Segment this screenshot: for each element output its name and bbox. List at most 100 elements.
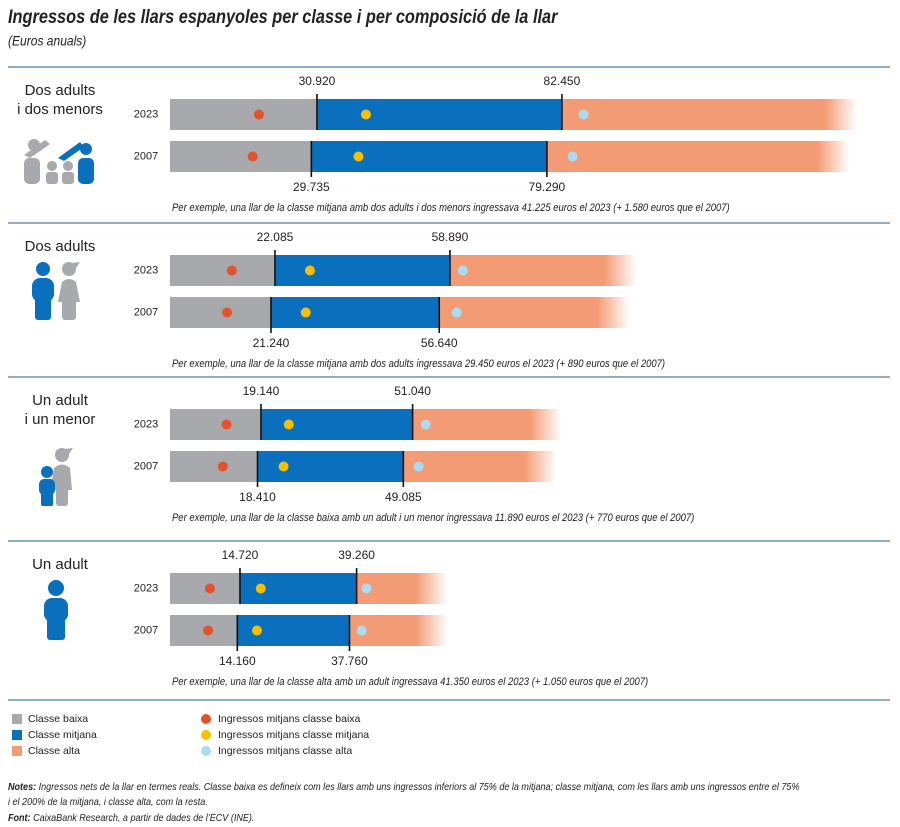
separators (8, 66, 890, 701)
bar-segment (274, 255, 450, 286)
mean-dot (353, 151, 364, 162)
mean-dot (420, 419, 431, 430)
bar-segment (546, 141, 850, 172)
threshold-label: 19.140 (243, 384, 280, 398)
source: Font: CaixaBank Research, a partir de da… (8, 812, 254, 824)
legend-swatch (12, 714, 22, 724)
threshold-label: 56.640 (421, 336, 458, 350)
notes-text: i el 200% de la mitjana, i classe alta, … (8, 796, 208, 808)
mean-dot (283, 419, 294, 430)
bar-segment (316, 99, 562, 130)
mean-dot (255, 583, 266, 594)
legend-label: Classe mitjana (28, 729, 97, 741)
mean-dot (278, 461, 289, 472)
year-label: 2007 (134, 306, 158, 318)
bar-segment (311, 141, 547, 172)
mean-dot (203, 625, 214, 636)
year-label: 2007 (134, 150, 158, 162)
mean-dot (226, 265, 237, 276)
mean-dot (217, 461, 228, 472)
legend-dot (201, 746, 211, 756)
threshold-label: 30.920 (299, 74, 336, 88)
mean-dot (300, 307, 311, 318)
threshold-label: 14.720 (222, 548, 259, 562)
threshold-label: 22.085 (257, 230, 294, 244)
mean-dot (578, 109, 589, 120)
mean-dot (304, 265, 315, 276)
bar-segment (356, 573, 448, 604)
year-label: 2023 (134, 264, 158, 276)
year-label: 2007 (134, 460, 158, 472)
bar-segment (412, 409, 562, 440)
threshold-label: 51.040 (394, 384, 431, 398)
threshold-label: 29.735 (293, 180, 330, 194)
icon-adult-child (39, 448, 73, 506)
year-label: 2023 (134, 108, 158, 120)
panel-note: Per exemple, una llar de la classe mitja… (172, 358, 665, 370)
mean-dot (361, 583, 372, 594)
mean-dot (360, 109, 371, 120)
mean-dot (457, 265, 468, 276)
panel-note: Per exemple, una llar de la classe mitja… (172, 202, 730, 214)
panel-label: Dos adults (25, 82, 96, 99)
legend-dot (201, 730, 211, 740)
legend-label: Ingressos mitjans classe mitjana (218, 729, 369, 741)
panel-label: i dos menors (17, 101, 103, 118)
threshold-label: 21.240 (253, 336, 290, 350)
panel-label: Un adult (32, 392, 89, 409)
bar-segment (170, 451, 258, 482)
bar-segment (561, 99, 857, 130)
legend-label: Classe alta (28, 745, 80, 757)
bar-segment (270, 297, 440, 328)
bar-segment (170, 255, 275, 286)
bar-segment (403, 451, 557, 482)
threshold-label: 79.290 (529, 180, 566, 194)
legend-dot (201, 714, 211, 724)
icon-family (24, 139, 94, 184)
bar-segment (170, 409, 261, 440)
mean-dot (247, 151, 258, 162)
threshold-label: 18.410 (239, 490, 276, 504)
chart-title: Ingressos de les llars espanyoles per cl… (8, 7, 559, 28)
threshold-label: 39.260 (338, 548, 375, 562)
legend-label: Ingressos mitjans classe baixa (218, 713, 361, 725)
threshold-label: 58.890 (432, 230, 469, 244)
mean-dot (253, 109, 264, 120)
legend-swatch (12, 730, 22, 740)
bar-segment (170, 297, 271, 328)
bar-segment (439, 297, 630, 328)
notes: Notes: Ingressos nets de la llar en term… (8, 781, 799, 793)
notes-label: Notes: (8, 781, 36, 793)
notes-text: Ingressos nets de la llar en termes real… (39, 781, 800, 793)
threshold-label: 14.160 (219, 654, 256, 668)
mean-dot (567, 151, 578, 162)
mean-dot (221, 419, 232, 430)
bar-segment (449, 255, 637, 286)
icon-one-adult (44, 580, 68, 640)
panel-note: Per exemple, una llar de la classe baixa… (172, 512, 695, 524)
threshold-label: 37.760 (331, 654, 368, 668)
mean-dot (204, 583, 215, 594)
bar-segment (170, 99, 317, 130)
year-label: 2007 (134, 624, 158, 636)
source-text: CaixaBank Research, a partir de dades de… (33, 812, 254, 824)
year-label: 2023 (134, 418, 158, 430)
year-label: 2023 (134, 582, 158, 594)
legend-swatch (12, 746, 22, 756)
panel-note: Per exemple, una llar de la classe alta … (172, 676, 648, 688)
threshold-label: 49.085 (385, 490, 422, 504)
bar-segment (170, 141, 312, 172)
panel-label: Dos adults (25, 238, 96, 255)
mean-dot (451, 307, 462, 318)
panel-label: i un menor (25, 411, 96, 428)
mean-dot (413, 461, 424, 472)
chart-subtitle: (Euros anuals) (8, 33, 86, 49)
legend-label: Ingressos mitjans classe alta (218, 745, 352, 757)
legend-label: Classe baixa (28, 713, 88, 725)
mean-dot (222, 307, 233, 318)
icon-two-adults (32, 262, 80, 320)
source-label: Font: (8, 812, 31, 824)
bar-segment (260, 409, 413, 440)
threshold-label: 82.450 (544, 74, 581, 88)
